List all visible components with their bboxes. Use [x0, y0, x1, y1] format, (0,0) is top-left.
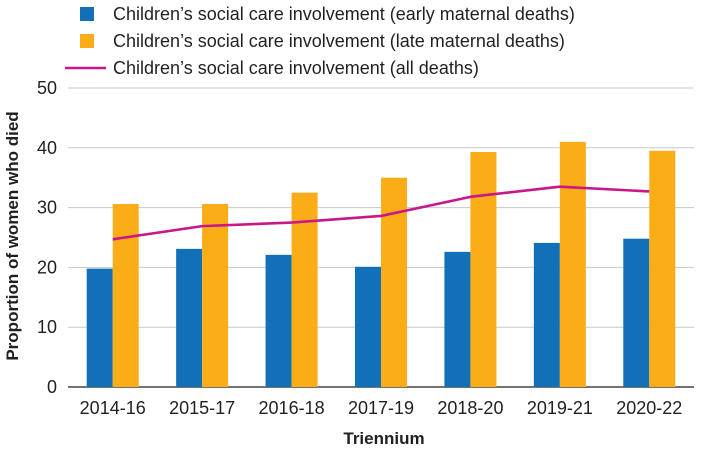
bar-early-2020-22	[623, 238, 650, 387]
legend-label: Children’s social care involvement (late…	[113, 31, 565, 51]
line-all-deaths	[112, 185, 650, 241]
bar-early-2019-21	[533, 242, 560, 387]
x-tick-label: 2017-19	[348, 398, 414, 418]
y-axis-title: Proportion of women who died	[3, 111, 22, 360]
x-tick-label: 2016-18	[259, 398, 325, 418]
legend: Children’s social care involvement (earl…	[65, 4, 575, 78]
bar-late-2019-21	[559, 141, 586, 387]
x-axis-ticks: 2014-16 2015-17 2016-18 2017-19 2018-20 2019-…	[80, 398, 683, 418]
y-tick-label: 30	[37, 198, 57, 218]
bar-late-2020-22	[649, 150, 676, 387]
bar-early-2014-16	[86, 268, 113, 387]
bars	[86, 141, 676, 387]
bar-early-2016-18	[265, 254, 292, 387]
y-tick-label: 0	[47, 377, 57, 397]
x-tick-label: 2015-17	[169, 398, 235, 418]
legend-label: Children’s social care involvement (all …	[113, 58, 479, 78]
x-tick-label: 2020-22	[616, 398, 682, 418]
y-tick-label: 40	[37, 138, 57, 158]
legend-swatch-early	[80, 7, 94, 21]
legend-swatch-late	[80, 34, 94, 48]
bar-late-2014-16	[112, 204, 139, 387]
x-axis-title: Triennium	[343, 429, 424, 448]
bar-early-2015-17	[176, 248, 203, 387]
bar-late-2015-17	[202, 204, 229, 387]
line-series	[112, 185, 650, 241]
x-tick-label: 2019-21	[527, 398, 593, 418]
y-tick-label: 20	[37, 257, 57, 277]
bar-late-2017-19	[381, 177, 407, 387]
y-axis-ticks: 0 10 20 30 40 50	[37, 78, 57, 397]
x-tick-label: 2014-16	[80, 398, 146, 418]
y-tick-label: 10	[37, 317, 57, 337]
x-tick-label: 2018-20	[437, 398, 503, 418]
bar-late-2018-20	[470, 151, 497, 387]
bar-early-2018-20	[444, 251, 471, 387]
y-tick-label: 50	[37, 78, 57, 98]
bar-early-2017-19	[355, 266, 381, 387]
legend-label: Children’s social care involvement (earl…	[113, 4, 575, 24]
bar-late-2016-18	[291, 192, 318, 387]
